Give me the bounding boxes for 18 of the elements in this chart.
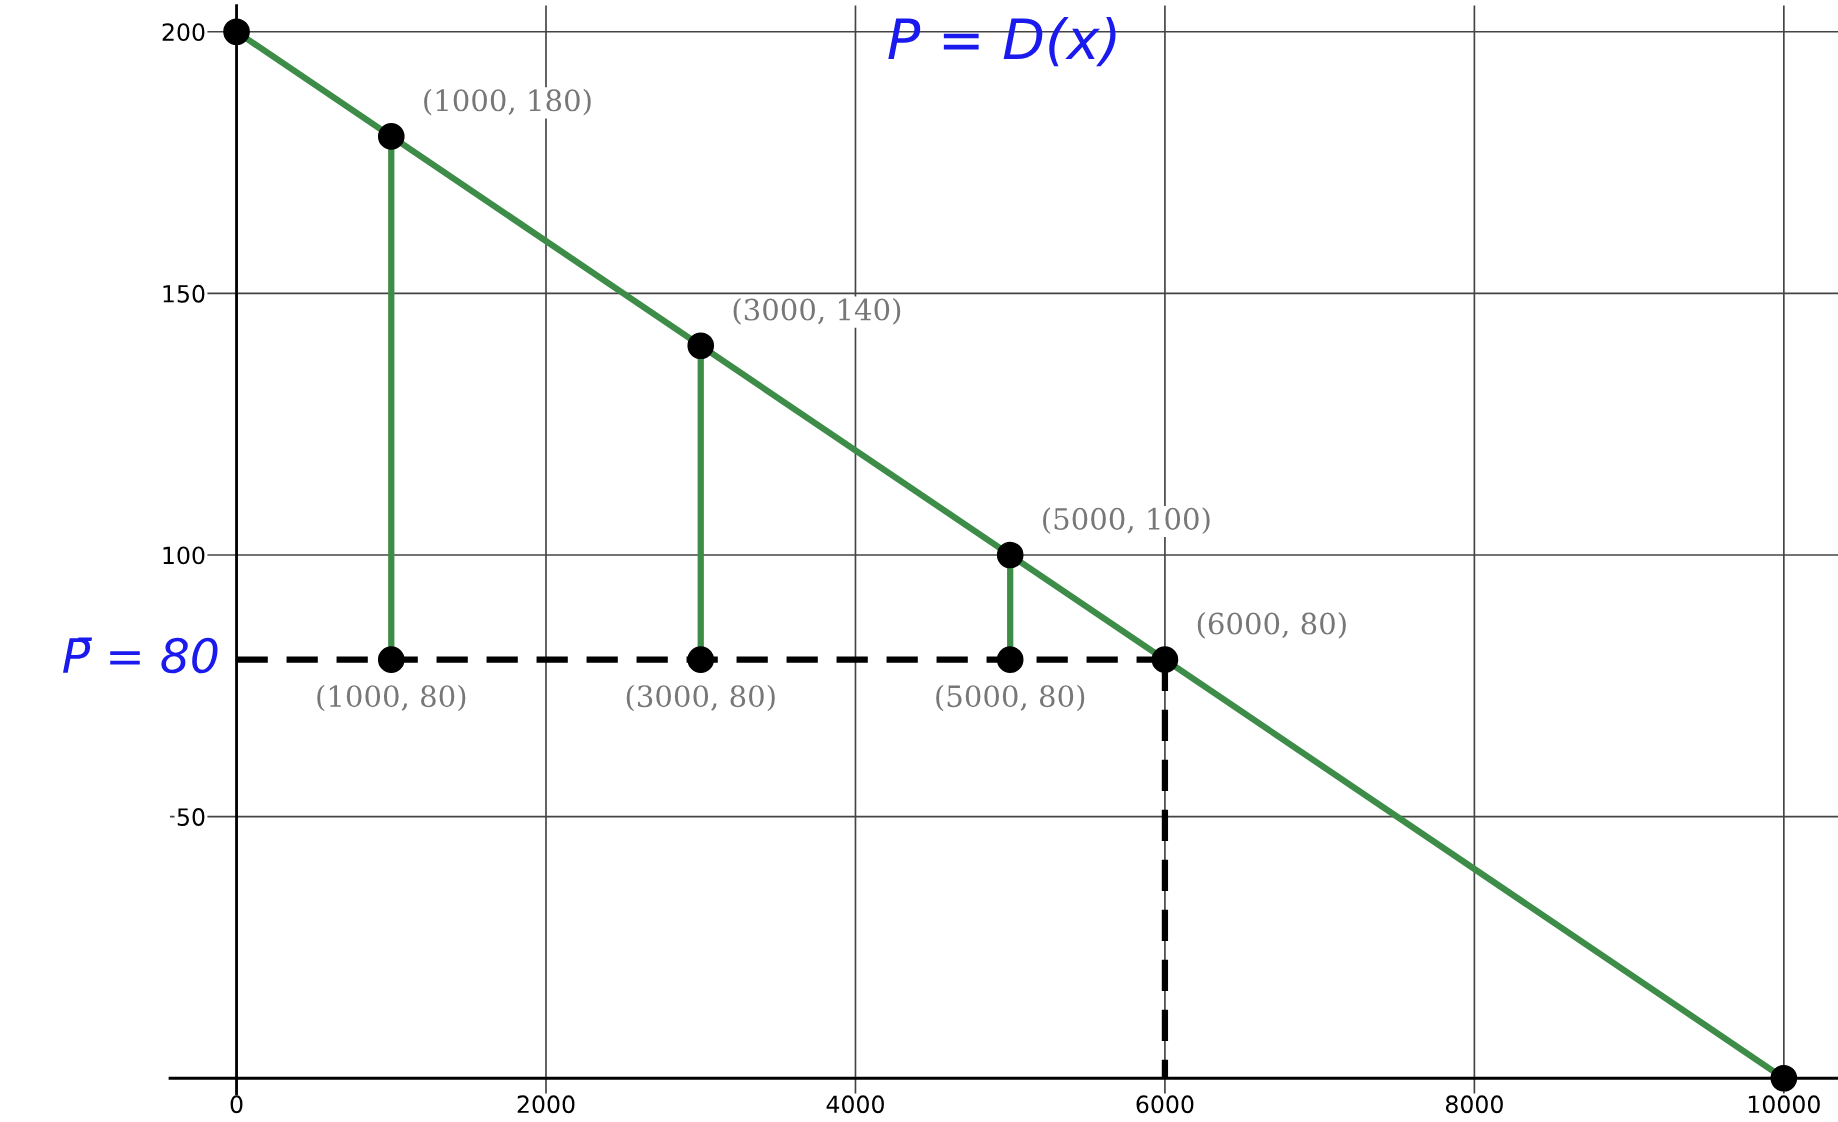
y-tick-label: 200	[162, 23, 205, 42]
y-tick-label: 100	[163, 546, 205, 565]
x-tick-label: 2000	[517, 1095, 575, 1114]
annotation: (5000, 80)	[936, 684, 1085, 712]
x-tick-label: 6000	[1136, 1095, 1194, 1114]
annotation: (1000, 80)	[317, 684, 466, 712]
annotation: (5000, 100)	[1043, 507, 1210, 535]
x-tick-label: 8000	[1445, 1095, 1503, 1114]
series-label: P̄ = 80	[63, 637, 218, 674]
x-tick-label: 4000	[826, 1095, 884, 1114]
x-tick-label: 10000	[1748, 1095, 1820, 1114]
y-tick-label: 150	[163, 284, 205, 303]
annotation: (1000, 180)	[424, 88, 591, 116]
annotation: (6000, 80)	[1197, 611, 1346, 639]
annotation: (3000, 80)	[626, 684, 775, 712]
annotation: (3000, 140)	[733, 298, 901, 325]
y-tick-label: 50	[177, 808, 205, 826]
x-tick-label: 0	[230, 1095, 243, 1114]
